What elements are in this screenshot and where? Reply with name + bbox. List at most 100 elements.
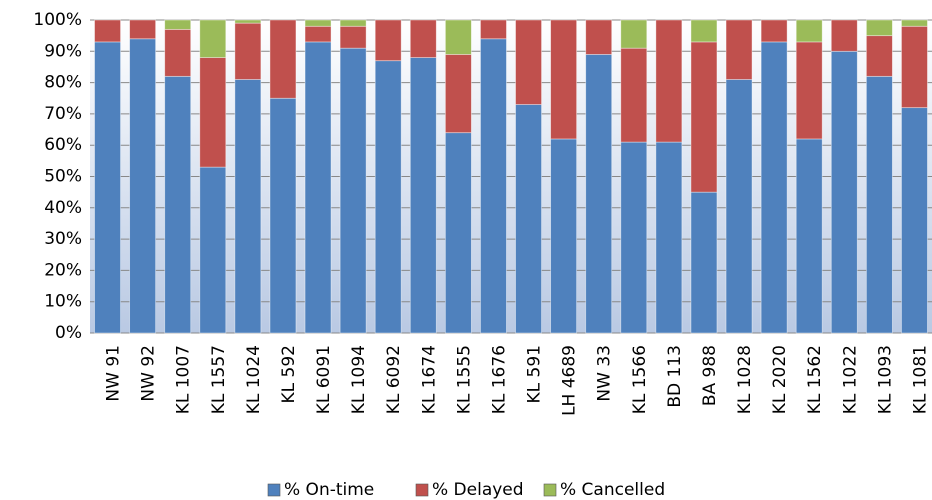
x-tick-label: KL 1674	[419, 345, 439, 414]
bar-segment	[374, 60, 402, 334]
bar-segment	[795, 19, 823, 43]
bar-segment	[304, 25, 332, 43]
bar-segment	[655, 19, 683, 143]
bar-segment	[129, 38, 157, 334]
bar-segment	[164, 75, 192, 334]
x-tick-label: KL 591	[525, 345, 545, 403]
y-tick-label: 30%	[44, 229, 82, 249]
bar-segment	[234, 22, 262, 80]
x-tick-label: KL 1093	[875, 345, 895, 414]
bar-segment	[199, 166, 227, 334]
bar-segment	[164, 28, 192, 77]
x-tick-label: KL 1557	[209, 345, 229, 414]
bar-segment	[901, 107, 928, 334]
bar-segment	[444, 54, 472, 134]
y-tick-label: 10%	[44, 292, 82, 312]
legend-label: % On-time	[284, 480, 374, 500]
bar-segment	[690, 191, 718, 334]
bar-segment	[269, 19, 297, 99]
bar-segment	[515, 19, 542, 105]
y-tick-label: 20%	[44, 260, 82, 280]
bar-segment	[725, 19, 753, 80]
bar-segment	[865, 19, 893, 37]
bar-segment	[164, 19, 192, 30]
y-tick-label: 90%	[44, 41, 82, 61]
bar-segment	[409, 19, 437, 58]
bar-segment	[901, 19, 928, 27]
bar-segment	[865, 75, 893, 334]
bar-segment	[795, 138, 823, 334]
x-tick-label: KL 1028	[735, 345, 755, 414]
legend-label: % Cancelled	[560, 480, 665, 500]
x-tick-label: KL 1081	[910, 345, 930, 414]
bar-segment	[199, 19, 227, 58]
x-tick-label: KL 1022	[840, 345, 860, 414]
bar-segment	[480, 19, 507, 40]
bar-segment	[94, 41, 121, 334]
x-tick-label: KL 1676	[489, 345, 509, 414]
bar-segment	[795, 41, 823, 140]
bar-segment	[620, 19, 648, 49]
x-tick-label: KL 1562	[805, 345, 825, 414]
x-tick-label: KL 6092	[384, 345, 404, 414]
bar-segment	[655, 141, 683, 334]
x-tick-label: NW 91	[104, 345, 124, 402]
x-tick-label: LH 4689	[560, 345, 580, 416]
bar-segment	[760, 41, 788, 334]
x-tick-label: KL 1566	[630, 345, 650, 414]
bar-segment	[585, 19, 613, 55]
x-tick-label: NW 92	[139, 345, 159, 402]
x-tick-label: KL 6091	[314, 345, 334, 414]
x-tick-label: KL 2020	[770, 345, 790, 414]
bar-segment	[339, 47, 367, 334]
bar-segment	[94, 19, 121, 43]
bar-segment	[269, 97, 297, 334]
bar-segment	[865, 35, 893, 77]
bar-segment	[830, 19, 858, 52]
x-tick-label: BA 988	[700, 345, 720, 406]
bar-segment	[304, 19, 332, 27]
x-tick-label: KL 1555	[454, 345, 474, 414]
x-tick-label: KL 592	[279, 345, 299, 403]
legend-label: % Delayed	[432, 480, 524, 500]
bar-segment	[760, 19, 788, 43]
bar-segment	[374, 19, 402, 62]
y-tick-label: 100%	[33, 10, 82, 30]
bar-segment	[129, 19, 157, 40]
bar-segment	[620, 141, 648, 334]
bar-segment	[620, 47, 648, 143]
x-tick-label: KL 1024	[244, 345, 264, 414]
bar-segment	[444, 19, 472, 55]
bar-segment	[304, 41, 332, 334]
bar-segment	[550, 138, 578, 334]
bar-segment	[234, 19, 262, 24]
bar-segment	[339, 25, 367, 49]
bar-segment	[901, 25, 928, 109]
bar-segment	[409, 57, 437, 334]
bar-segment	[830, 50, 858, 334]
y-tick-label: 0%	[55, 323, 82, 343]
bar-segment	[690, 19, 718, 43]
y-tick-label: 60%	[44, 135, 82, 155]
bar-segment	[199, 57, 227, 168]
x-tick-label: KL 1094	[349, 345, 369, 414]
legend-swatch	[415, 483, 429, 497]
bar-segment	[480, 38, 507, 334]
bar-segment	[444, 132, 472, 334]
bar-segment	[234, 79, 262, 334]
legend-swatch	[267, 483, 281, 497]
y-tick-label: 70%	[44, 104, 82, 124]
x-tick-label: NW 33	[595, 345, 615, 402]
bar-segment	[339, 19, 367, 27]
y-tick-label: 80%	[44, 73, 82, 93]
legend-swatch	[543, 483, 557, 497]
y-tick-label: 40%	[44, 198, 82, 218]
bar-segment	[690, 41, 718, 193]
y-tick-label: 50%	[44, 167, 82, 187]
bar-segment	[585, 54, 613, 334]
x-tick-label: BD 113	[665, 345, 685, 408]
bar-segment	[515, 104, 542, 334]
bar-segment	[725, 79, 753, 334]
bar-segment	[550, 19, 578, 140]
